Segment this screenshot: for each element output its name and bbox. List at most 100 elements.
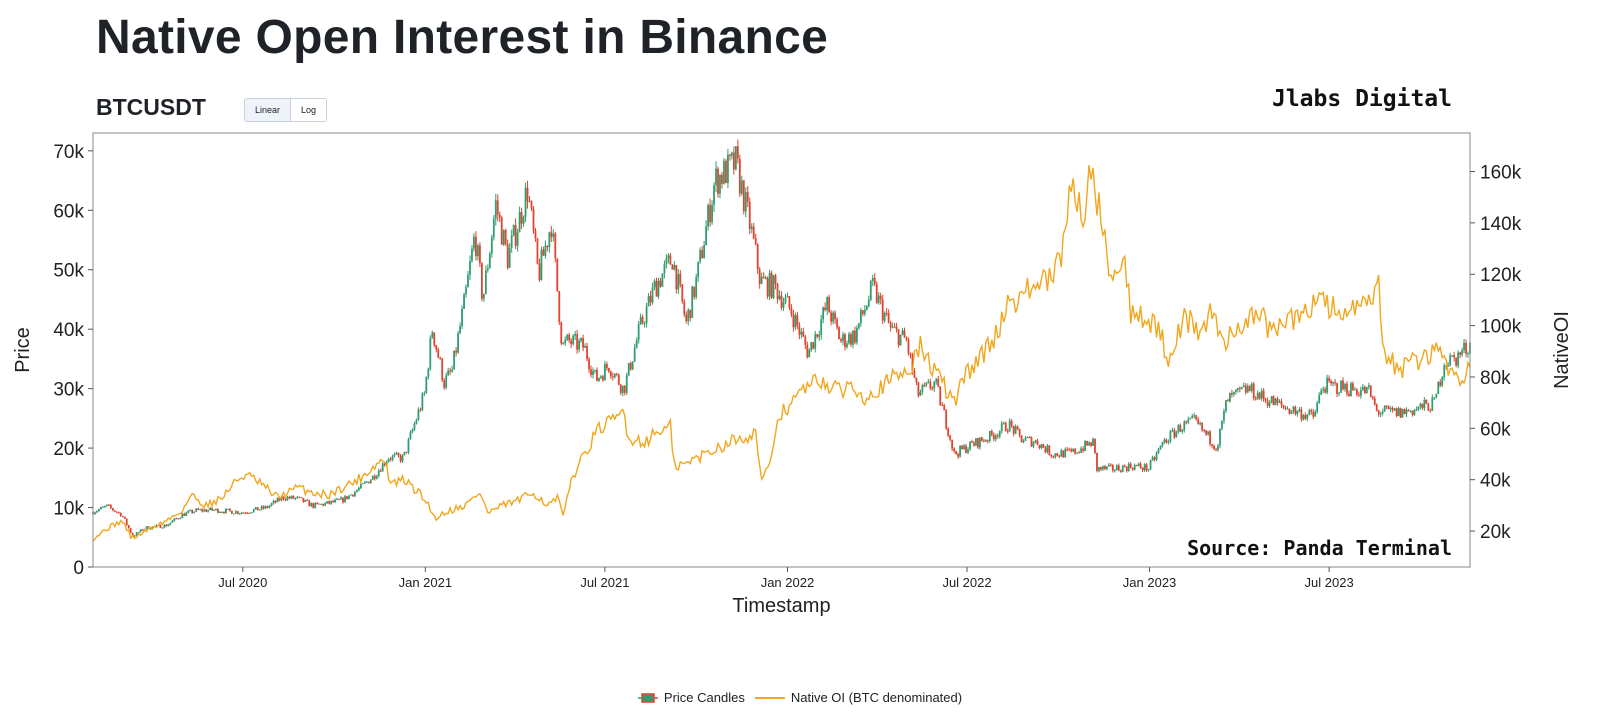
price-candle <box>721 171 723 189</box>
price-candle <box>266 505 269 509</box>
price-candle <box>1155 451 1158 462</box>
price-candle <box>133 534 136 537</box>
price-candle <box>223 511 225 514</box>
price-candle <box>421 392 424 412</box>
price-candle <box>635 337 638 349</box>
price-candle <box>572 333 575 346</box>
price-candle <box>328 500 331 505</box>
price-candle <box>1050 454 1053 459</box>
price-candle <box>1352 381 1354 391</box>
price-candle <box>772 274 775 300</box>
price-candle <box>268 504 271 509</box>
price-candle <box>1248 384 1251 392</box>
price-candle <box>590 365 592 378</box>
price-candle <box>348 495 350 500</box>
price-candle <box>909 352 912 359</box>
price-candle <box>252 508 255 513</box>
price-candle <box>294 497 297 500</box>
price-candle <box>863 304 866 317</box>
price-candle <box>1356 388 1358 397</box>
price-candle <box>324 502 327 506</box>
price-candle <box>681 283 684 304</box>
price-candle <box>494 193 497 226</box>
price-candle <box>961 444 963 450</box>
price-candle <box>651 282 654 305</box>
source-label: Source: Panda Terminal <box>1187 536 1452 560</box>
price-candle <box>1113 468 1116 473</box>
price-candle <box>1046 443 1049 454</box>
price-candle <box>342 497 344 504</box>
price-candle <box>332 499 334 503</box>
price-candle <box>1455 357 1458 368</box>
price-candle <box>1359 386 1362 399</box>
price-candle <box>566 333 569 341</box>
price-candle <box>1159 445 1162 450</box>
price-candle <box>387 457 390 463</box>
price-candle <box>1415 406 1418 412</box>
price-candle <box>1451 355 1454 357</box>
price-candle <box>1022 439 1025 444</box>
legend-item-native-oi[interactable]: Native OI (BTC denominated) <box>754 690 962 705</box>
x-tick-label: Jul 2020 <box>218 575 267 590</box>
price-candle <box>465 284 467 298</box>
price-candle <box>193 511 196 514</box>
log-scale-button[interactable]: Log <box>290 99 327 121</box>
price-candle <box>326 501 329 505</box>
linear-scale-button[interactable]: Linear <box>245 99 291 121</box>
price-candle <box>300 497 303 499</box>
price-candle <box>1205 429 1208 436</box>
price-candle <box>570 338 573 349</box>
price-candle <box>443 378 446 390</box>
price-candle <box>211 507 213 511</box>
price-candle <box>1229 392 1231 403</box>
price-candle <box>125 518 128 526</box>
price-candle <box>427 367 430 380</box>
price-candle <box>580 337 583 344</box>
price-candle <box>1181 428 1184 434</box>
price-candle <box>854 326 856 345</box>
price-candle <box>1391 406 1394 413</box>
y-tick-label: 40k <box>53 320 84 341</box>
price-candle <box>965 444 967 454</box>
price-candle <box>1169 429 1172 444</box>
price-candle <box>1117 463 1120 472</box>
price-candle <box>558 290 561 325</box>
price-candle <box>506 239 509 270</box>
price-candle <box>270 502 273 507</box>
price-candle <box>119 512 122 517</box>
price-candle <box>748 197 751 235</box>
price-candle <box>830 309 833 326</box>
price-candle <box>649 290 652 307</box>
price-candle <box>1322 386 1325 394</box>
price-candle <box>113 510 116 512</box>
price-candle <box>139 529 142 533</box>
price-candle <box>1340 379 1342 393</box>
price-candle <box>1389 406 1392 413</box>
price-candle <box>734 145 737 171</box>
brand-watermark: Jlabs Digital <box>1271 86 1452 112</box>
price-candle <box>1336 382 1338 398</box>
price-candle <box>1274 397 1277 406</box>
price-candle <box>115 511 118 514</box>
legend-item-price-candles[interactable]: Price Candles <box>637 690 745 705</box>
price-candle <box>451 365 454 373</box>
price-candle <box>1369 385 1372 398</box>
price-candle <box>1008 418 1011 433</box>
price-candle <box>609 370 612 379</box>
price-candle <box>842 331 844 346</box>
price-candle <box>1219 428 1221 449</box>
price-candle <box>477 243 479 261</box>
price-candle <box>1217 443 1219 452</box>
price-candle <box>899 334 902 346</box>
price-candle <box>1328 375 1331 383</box>
price-candle <box>1403 408 1406 415</box>
price-candle <box>1141 467 1144 473</box>
price-candle <box>758 266 761 289</box>
price-candle <box>846 340 848 349</box>
price-candle <box>1211 443 1213 448</box>
native-oi-series <box>92 165 1471 542</box>
price-candle <box>1096 452 1098 473</box>
price-candle <box>1278 399 1281 404</box>
price-candle <box>1308 408 1311 416</box>
price-candle <box>1147 468 1150 472</box>
